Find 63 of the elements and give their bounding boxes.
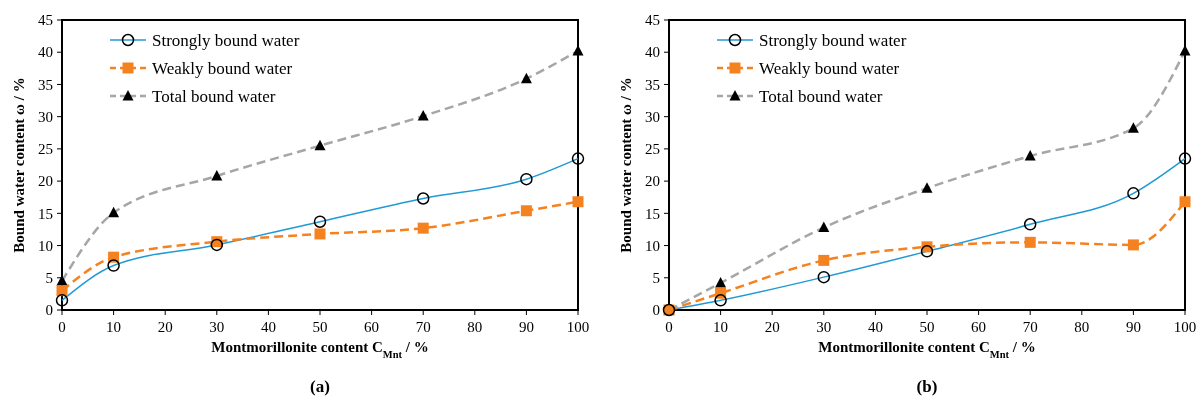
y-tick-label: 5 [652,270,660,287]
y-tick-label: 25 [645,141,660,158]
x-tick-label: 80 [1074,319,1090,335]
y-tick-label: 30 [645,108,660,125]
x-tick-label: 50 [919,319,935,335]
legend-label: Total bound water [759,86,883,106]
x-tick-label: 0 [665,319,673,335]
x-tick-label: 40 [867,319,883,335]
x-tick-label: 60 [364,319,380,335]
x-tick-label: 100 [1173,319,1197,335]
y-tick-label: 40 [38,44,53,61]
text: (a) [310,377,330,396]
y-tick-label: 20 [38,173,53,190]
x-tick-label: 40 [260,319,276,335]
text: (b) [916,377,938,396]
point [1179,196,1191,208]
point [818,254,830,266]
y-tick-label: 10 [38,237,53,254]
x-tick-label: 100 [566,319,590,335]
point [572,196,584,208]
legend-label: Total bound water [152,86,276,106]
point [1024,236,1036,248]
point [417,222,429,234]
y-tick-label: 20 [645,173,660,190]
x-tick-label: 80 [467,319,483,335]
y-tick-label: 25 [38,141,53,158]
y-tick-label: 0 [45,302,53,319]
x-tick-label: 50 [312,319,328,335]
y-tick-label: 30 [38,108,53,125]
y-axis-title: Bound water content ω / % [11,77,27,253]
x-tick-label: 20 [764,319,780,335]
point [520,205,532,217]
legend-label: Strongly bound water [759,30,907,50]
legend-label: Weakly bound water [759,58,900,78]
x-tick-label: 20 [157,319,173,335]
y-tick-label: 15 [38,205,53,222]
x-tick-label: 0 [58,319,66,335]
x-axis-title: Montmorillonite content C$_{Mnt}$ / % [211,339,429,360]
point [56,285,68,297]
x-tick-label: 60 [971,319,987,335]
x-axis-title: Montmorillonite content C$_{Mnt}$ / % [818,339,1036,360]
x-tick-label: 70 [415,319,431,335]
y-tick-label: 5 [45,270,53,287]
point [1127,239,1139,251]
y-tick-label: 40 [645,44,660,61]
legend-label: Strongly bound water [152,30,300,50]
x-tick-label: 30 [816,319,832,335]
y-tick-label: 45 [38,12,53,29]
x-tick-label: 10 [106,319,122,335]
legend-label: Weakly bound water [152,58,293,78]
y-tick-label: 15 [645,205,660,222]
x-tick-label: 10 [713,319,729,335]
y-tick-label: 35 [645,76,660,93]
y-tick-label: 45 [645,12,660,29]
y-tick-label: 35 [38,76,53,93]
x-tick-label: 70 [1022,319,1038,335]
x-tick-label: 90 [1125,319,1141,335]
y-tick-label: 0 [652,302,660,319]
x-tick-label: 30 [209,319,225,335]
x-tick-label: 90 [518,319,534,335]
point [314,228,326,240]
y-axis-title: Bound water content ω / % [618,77,634,253]
y-tick-label: 10 [645,237,660,254]
